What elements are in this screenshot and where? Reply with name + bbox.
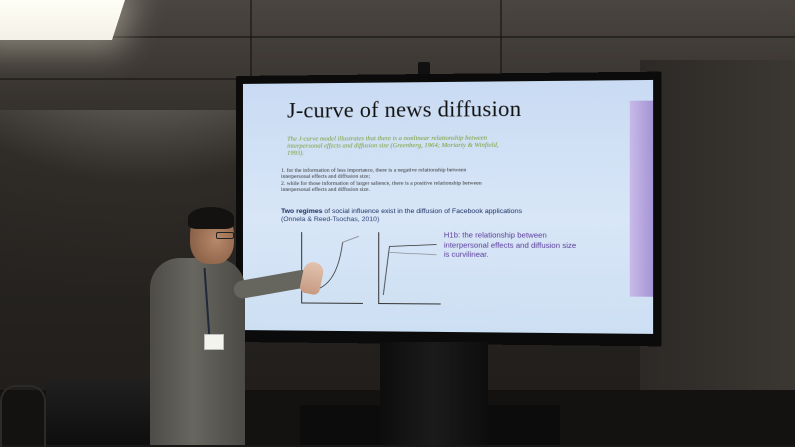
monitor-stand [380,342,488,445]
glasses [216,232,234,239]
presenter-body [150,258,245,445]
presenter-hair [188,207,234,229]
chair [0,385,46,447]
slide-point: 2. while for those information of larger… [281,180,485,193]
regimes-citation: (Onnela & Reed-Tsochas, 2010) [281,216,379,223]
slide-title: J-curve of news diffusion [287,96,521,124]
slide-point: 1. for the information of less importanc… [281,167,485,181]
wall [640,60,795,445]
slide-regimes: Two regimes of social influence exist in… [281,208,569,224]
slide-points: 1. for the information of less importanc… [281,167,485,193]
ceiling-light-panel [0,0,125,40]
name-badge [204,334,224,350]
slide-accent-band [630,101,653,297]
slide-hypothesis: H1b: the relationship between interperso… [444,230,579,259]
ceiling-grid-line [0,36,795,38]
regimes-text: of social influence exist in the diffusi… [322,208,522,215]
display-monitor: J-curve of news diffusion The J-curve mo… [236,72,662,347]
regimes-heading: Two regimes [281,208,322,215]
slide-plot-right [378,232,441,304]
laptop [46,378,156,445]
presentation-slide: J-curve of news diffusion The J-curve mo… [243,80,653,334]
slide-quote: The J-curve model illustrates that there… [287,134,502,156]
plot-right-graphic [379,232,440,303]
